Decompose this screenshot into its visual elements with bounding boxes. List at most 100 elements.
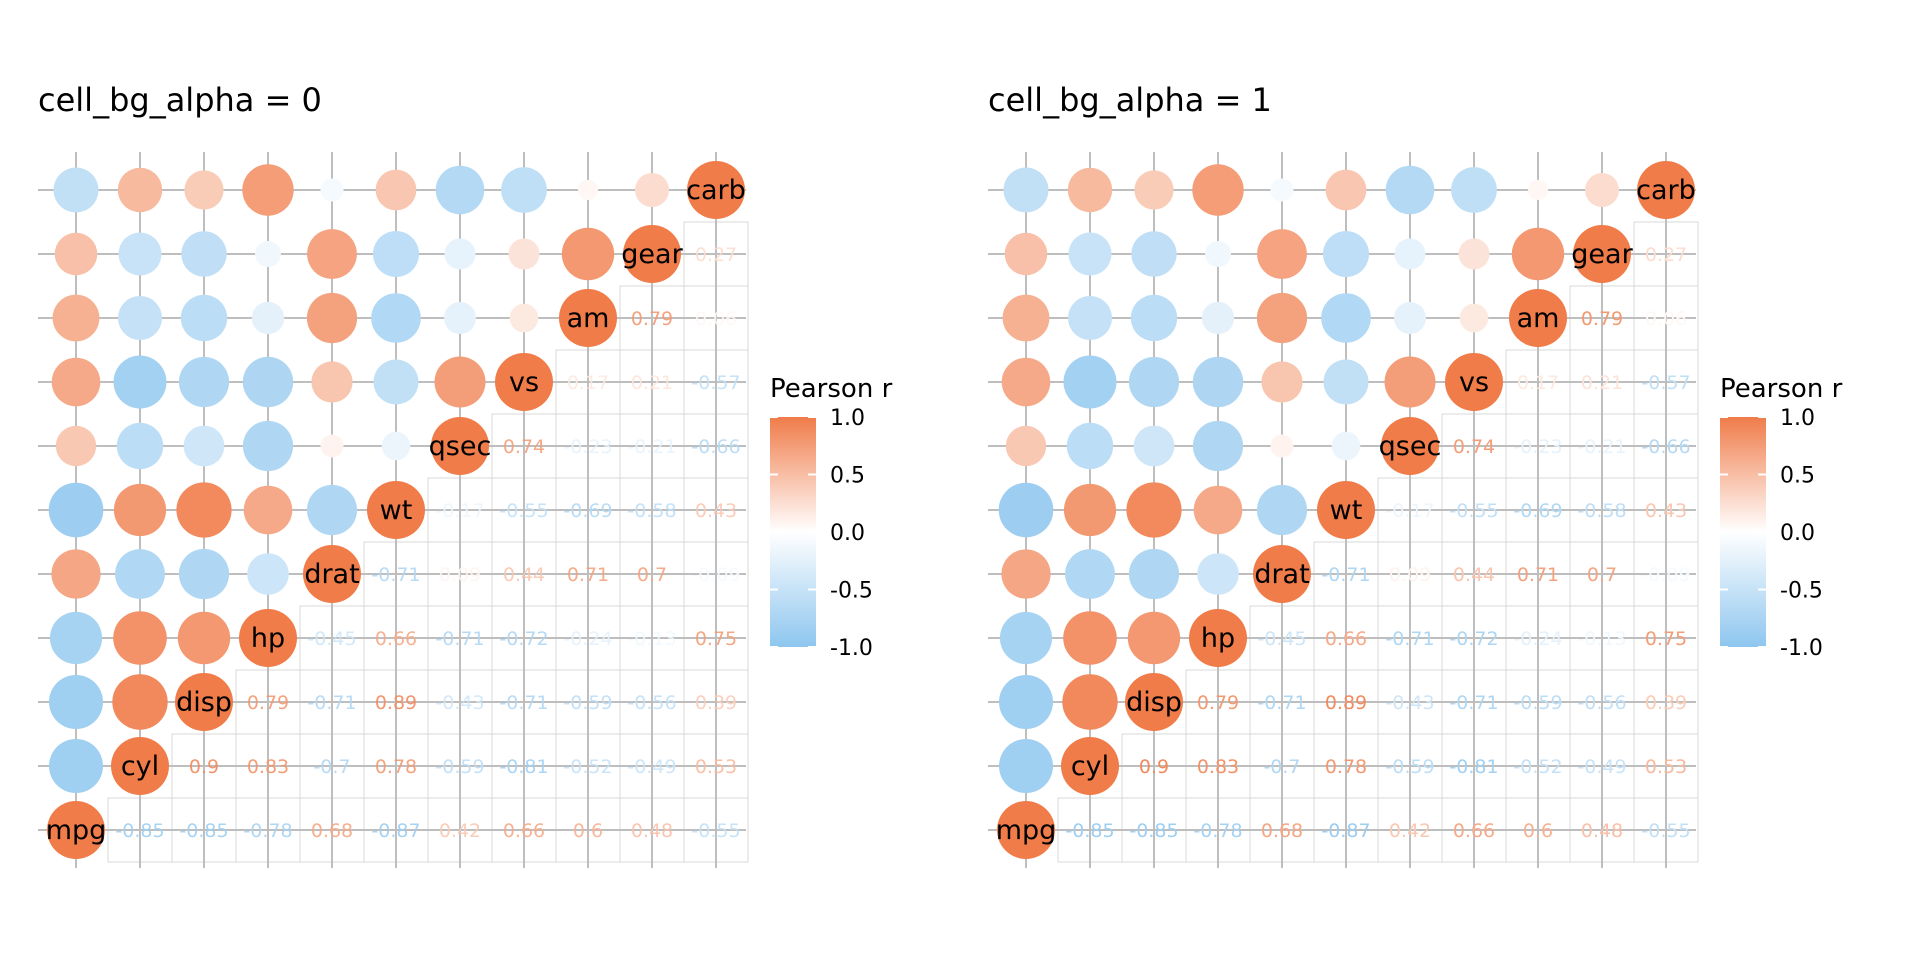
- diagonal-circle: [1509, 289, 1567, 347]
- correlation-circle: [113, 355, 167, 409]
- correlation-value: -0.43: [1385, 692, 1434, 714]
- correlation-value: 0.9: [189, 756, 219, 778]
- correlation-value: -0.55: [1449, 500, 1498, 522]
- correlation-value: 0.53: [695, 756, 737, 778]
- correlation-value: -0.24: [1513, 628, 1562, 650]
- correlation-value: -0.52: [563, 756, 612, 778]
- correlation-circle: [178, 548, 230, 600]
- correlation-value: -0.71: [371, 564, 420, 586]
- correlation-value: -0.66: [1641, 436, 1690, 458]
- correlation-circle: [183, 425, 225, 467]
- diagonal-circle: [431, 417, 489, 475]
- diagonal-circle: [111, 737, 169, 795]
- correlation-circle: [1256, 292, 1308, 344]
- variable-label: gear: [621, 239, 683, 270]
- correlation-circle: [311, 361, 353, 403]
- correlation-circle: [1067, 167, 1113, 213]
- correlation-circle: [1323, 231, 1369, 277]
- diagonal-circle: [1637, 161, 1695, 219]
- correlation-circle: [1004, 232, 1048, 276]
- correlation-value: -0.78: [1193, 820, 1242, 842]
- correlation-value: -0.57: [691, 372, 740, 394]
- correlation-circle: [1511, 227, 1565, 281]
- correlation-circle: [1002, 294, 1050, 342]
- correlation-circle: [1394, 302, 1426, 334]
- correlation-value: -0.87: [371, 820, 420, 842]
- correlation-circle: [242, 356, 294, 408]
- correlation-value: 0.66: [1453, 820, 1495, 842]
- correlation-circle: [1201, 301, 1235, 335]
- variable-label: vs: [1459, 367, 1489, 398]
- variable-label: vs: [509, 367, 539, 398]
- correlation-circle: [48, 482, 104, 538]
- correlation-circle: [1261, 361, 1303, 403]
- correlation-value: 0.9: [1139, 756, 1169, 778]
- correlation-value: 0.42: [1389, 820, 1431, 842]
- diagonal-circle: [1317, 481, 1375, 539]
- correlation-circle: [49, 611, 103, 665]
- correlation-circle: [1270, 434, 1294, 458]
- correlation-circle: [49, 675, 103, 729]
- variable-label: wt: [380, 495, 413, 526]
- correlation-value: -0.87: [1321, 820, 1370, 842]
- correlation-value: 0.17: [1517, 372, 1559, 394]
- correlation-circle: [1270, 178, 1294, 202]
- correlation-value: 0.71: [567, 564, 609, 586]
- correlation-circle: [1193, 485, 1243, 535]
- correlation-value: 0.27: [1645, 244, 1687, 266]
- correlation-value: -0.21: [627, 436, 676, 458]
- diagonal-circle: [1381, 417, 1439, 475]
- correlation-circle: [1205, 241, 1231, 267]
- diagonal-circle: [1125, 673, 1183, 731]
- correlation-value: -0.71: [499, 692, 548, 714]
- correlation-value: 0.21: [631, 372, 673, 394]
- correlation-value: 0.66: [375, 628, 417, 650]
- variable-label: qsec: [429, 431, 492, 462]
- correlation-value: 0.83: [1197, 756, 1239, 778]
- correlation-value: -0.49: [627, 756, 676, 778]
- correlation-circle: [51, 549, 101, 599]
- correlation-value: -0.58: [1577, 500, 1626, 522]
- correlation-circle: [242, 164, 294, 216]
- correlation-value: -0.71: [307, 692, 356, 714]
- correlation-value: 0.43: [1645, 500, 1687, 522]
- correlation-circle: [53, 167, 99, 213]
- correlation-circle: [1331, 431, 1361, 461]
- correlation-circle: [1451, 167, 1497, 213]
- legend-tick-label: -0.5: [1780, 579, 1823, 604]
- correlation-value: -0.66: [691, 436, 740, 458]
- correlation-circle: [178, 356, 230, 408]
- correlation-value: -0.17: [435, 500, 484, 522]
- diagonal-circle: [303, 545, 361, 603]
- correlation-circle: [1133, 425, 1175, 467]
- correlation-circle: [444, 302, 476, 334]
- correlation-value: 0.89: [1325, 692, 1367, 714]
- correlation-circle: [1321, 293, 1371, 343]
- correlation-value: 0.09: [1389, 564, 1431, 586]
- correlation-value: 0.68: [311, 820, 353, 842]
- correlation-value: -0.45: [307, 628, 356, 650]
- correlation-value: -0.71: [1321, 564, 1370, 586]
- correlation-value: 0.48: [631, 820, 673, 842]
- diagonal-circle: [47, 801, 105, 859]
- correlation-value: -0.69: [1513, 500, 1562, 522]
- correlation-circle: [181, 231, 227, 277]
- correlation-circle: [1068, 296, 1112, 340]
- correlation-value: 0.7: [637, 564, 667, 586]
- diagonal-circle: [997, 801, 1055, 859]
- legend-tick-label: 0.0: [1780, 521, 1815, 546]
- correlation-value: -0.57: [1641, 372, 1690, 394]
- correlation-circle: [1131, 231, 1177, 277]
- correlation-value: -0.52: [1513, 756, 1562, 778]
- correlation-circle: [381, 431, 411, 461]
- correlation-circle: [1127, 611, 1181, 665]
- legend-tick-label: 1.0: [1780, 406, 1815, 431]
- correlation-value: 0.71: [1517, 564, 1559, 586]
- diagonal-circle: [559, 289, 617, 347]
- correlation-value: 0.48: [1581, 820, 1623, 842]
- correlation-value: -0.09: [691, 564, 740, 586]
- variable-label: drat: [1254, 559, 1309, 590]
- correlation-value: 0.21: [1581, 372, 1623, 394]
- correlation-value: 0.17: [567, 372, 609, 394]
- correlation-circle: [255, 241, 281, 267]
